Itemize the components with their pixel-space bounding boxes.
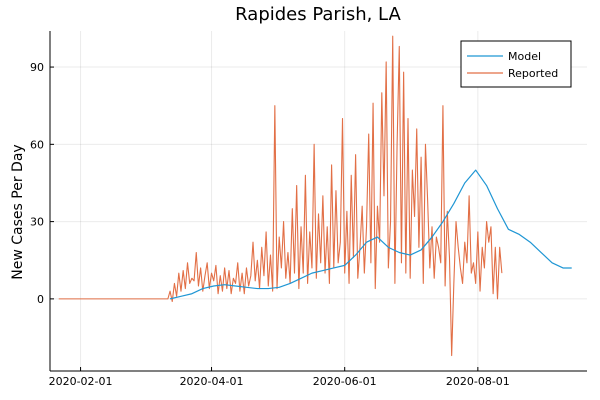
chart-title: Rapides Parish, LA (235, 4, 401, 25)
model-series-line (169, 169, 572, 300)
x-tick-label: 2020-04-01 (180, 375, 244, 388)
legend-reported-label: Reported (508, 67, 558, 80)
legend-box (460, 40, 572, 88)
x-tick-label: 2020-02-01 (49, 375, 113, 388)
y-tick-label: 90 (30, 61, 44, 74)
x-tick-label: 2020-08-01 (446, 375, 510, 388)
reported-series-line (58, 35, 503, 357)
legend-model-label: Model (508, 50, 541, 63)
tick-labels: 2020-02-01 2020-04-01 2020-06-01 2020-08-01… (30, 61, 510, 388)
y-tick-label: 30 (30, 216, 44, 229)
y-tick-label: 0 (37, 293, 44, 306)
x-tick-label: 2020-06-01 (313, 375, 377, 388)
axes (49, 31, 587, 372)
y-axis-label: New Cases Per Day (10, 144, 26, 279)
series-lines (58, 35, 572, 357)
legend: Model Reported (460, 40, 572, 88)
y-tick-label: 60 (30, 138, 44, 151)
